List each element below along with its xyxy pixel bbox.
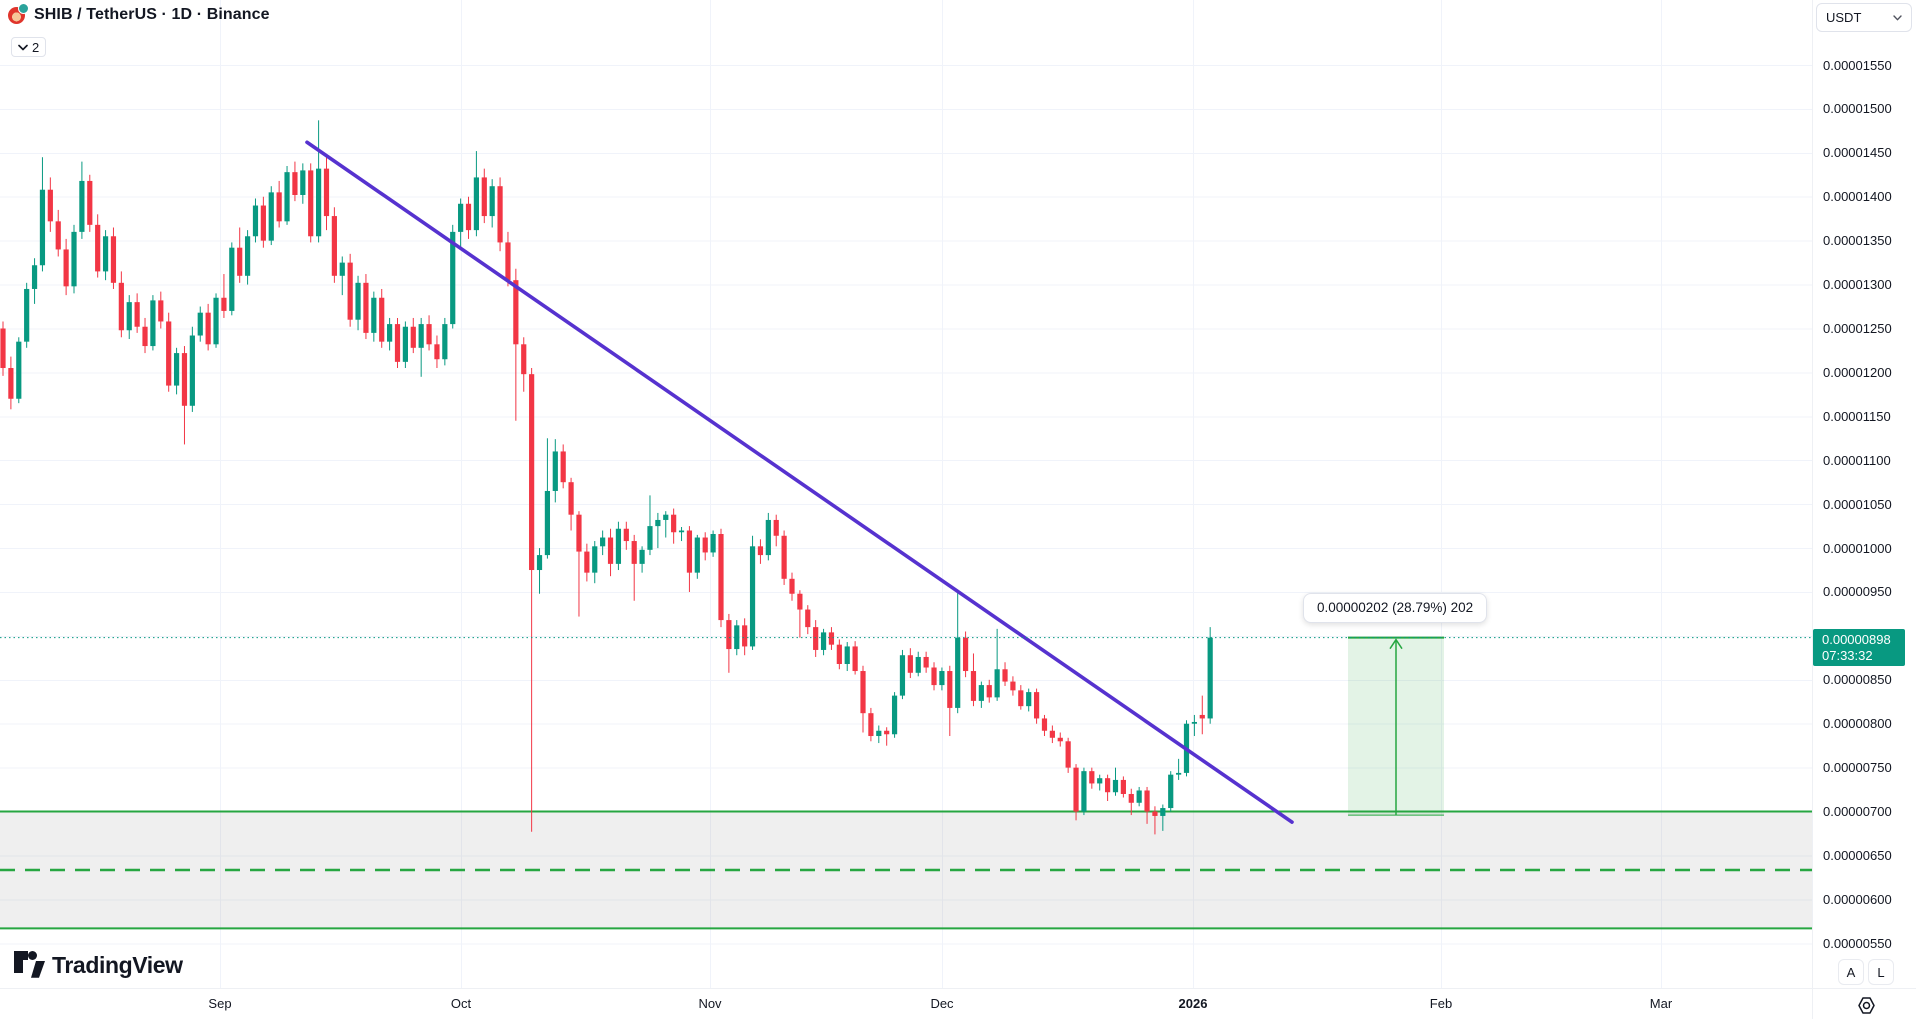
price-tick-label: 0.00000850 <box>1823 672 1892 688</box>
shiba-inu-coin-icon <box>8 3 29 24</box>
log-scale-button[interactable]: L <box>1868 959 1894 985</box>
tradingview-logo-icon <box>14 951 45 978</box>
price-range-tooltip: 0.00000202 (28.79%) 202 <box>1303 593 1488 623</box>
time-tick-label: 2026 <box>1178 996 1208 1011</box>
price-unit-dropdown[interactable]: USDT <box>1816 3 1912 32</box>
price-tick-label: 0.00000650 <box>1823 847 1892 863</box>
price-range-projection <box>1348 636 1444 816</box>
time-tick-label: Nov <box>698 996 722 1011</box>
chevron-down-icon <box>1893 14 1902 20</box>
chart-pane[interactable] <box>0 0 1812 988</box>
symbol-header: SHIB / TetherUS · 1D · Binance <box>8 3 270 24</box>
price-tick-label: 0.00000750 <box>1823 760 1892 776</box>
price-tick-label: 0.00001000 <box>1823 540 1892 556</box>
gear-icon <box>1857 996 1875 1014</box>
price-tick-label: 0.00001550 <box>1823 57 1892 73</box>
price-tick-label: 0.00001300 <box>1823 277 1892 293</box>
auto-scale-label: A <box>1846 964 1856 980</box>
tradingview-watermark: TradingView <box>14 951 183 979</box>
bar-countdown: 07:33:32 <box>1822 647 1873 663</box>
price-unit-label: USDT <box>1826 10 1862 25</box>
price-tick-label: 0.00001050 <box>1823 496 1892 512</box>
price-tick-label: 0.00001400 <box>1823 189 1892 205</box>
auto-scale-button[interactable]: A <box>1838 959 1864 985</box>
log-scale-label: L <box>1877 964 1885 980</box>
chart-settings-button[interactable] <box>1854 993 1878 1017</box>
price-tick-label: 0.00000700 <box>1823 804 1892 820</box>
time-tick-label: Mar <box>1649 996 1673 1011</box>
price-tick-label: 0.00001350 <box>1823 233 1892 249</box>
indicators-collapse-button[interactable]: 2 <box>11 37 47 57</box>
candlestick-series <box>0 120 1213 835</box>
time-tick-label: Sep <box>208 996 232 1011</box>
chevron-down-icon <box>18 44 28 50</box>
downtrend-line[interactable] <box>305 140 1294 824</box>
support-band <box>0 810 1812 930</box>
time-axis-pane[interactable]: Sep Oct Nov Dec 2026 Feb Mar <box>0 988 1812 1019</box>
price-tick-label: 0.00001500 <box>1823 101 1892 117</box>
price-tick-label: 0.00001450 <box>1823 145 1892 161</box>
time-tick-label: Oct <box>450 996 472 1011</box>
price-tick-label: 0.00000600 <box>1823 891 1892 907</box>
price-tick-label: 0.00001250 <box>1823 320 1892 336</box>
time-tick-label: Dec <box>930 996 954 1011</box>
last-price-value: 0.00000898 <box>1822 631 1891 647</box>
price-tick-label: 0.00001100 <box>1823 452 1891 468</box>
watermark-text: TradingView <box>52 951 183 978</box>
price-tick-label: 0.00000950 <box>1823 584 1892 600</box>
price-axis-pane[interactable]: 0.00001550 0.00001500 0.00001450 0.00001400… <box>1812 0 1916 988</box>
price-tick-label: 0.00001200 <box>1823 364 1892 380</box>
indicator-count: 2 <box>32 39 40 55</box>
price-tick-label: 0.00000800 <box>1823 716 1892 732</box>
last-price-badge: 0.00000898 07:33:32 <box>1813 628 1905 666</box>
symbol-title[interactable]: SHIB / TetherUS · 1D · Binance <box>34 5 270 23</box>
price-tick-label: 0.00000550 <box>1823 935 1892 951</box>
time-tick-label: Feb <box>1429 996 1453 1011</box>
price-tick-label: 0.00001150 <box>1823 408 1891 424</box>
